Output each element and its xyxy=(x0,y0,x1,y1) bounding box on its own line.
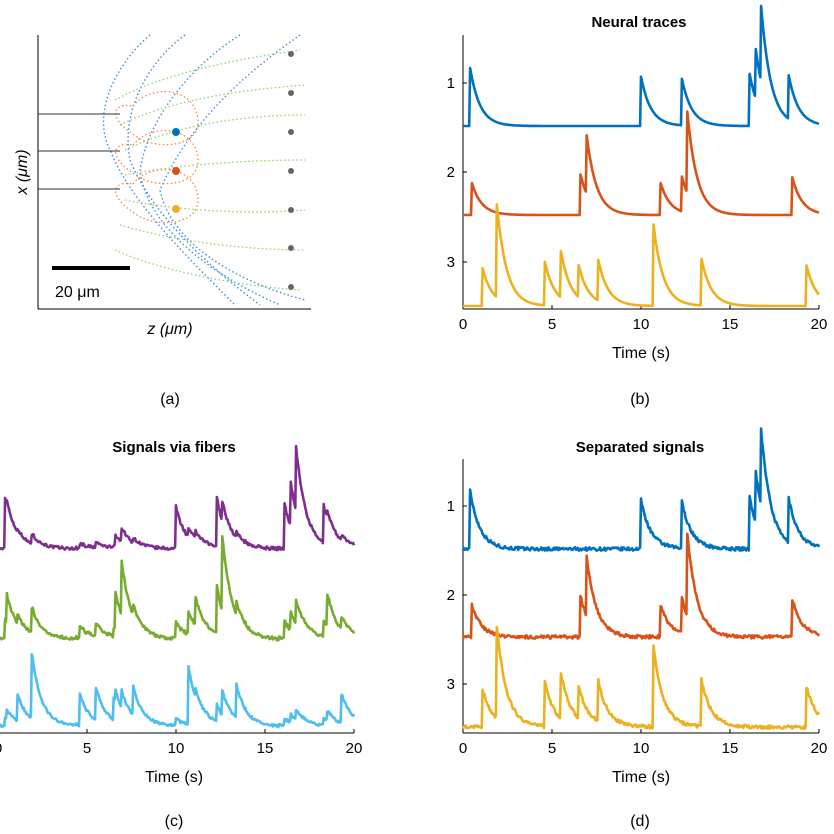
caption-d: (d) xyxy=(630,813,650,830)
panel-c-xtick-label-4: 15 xyxy=(257,740,274,757)
panel-b-xtick-label-5: 20 xyxy=(811,316,828,333)
scale-bar-label: 20 μm xyxy=(55,284,100,301)
gray-dot-6 xyxy=(288,245,294,251)
panel-a-fiber-drawing xyxy=(38,34,306,306)
fiber-outline-2 xyxy=(127,34,261,306)
panel-b-line-3 xyxy=(462,203,821,308)
panel-d-ytick-label-3: 3 xyxy=(447,676,455,693)
panel-d-ytick-label-1: 1 xyxy=(447,498,455,515)
panel-b-xtick-label-3: 10 xyxy=(633,316,650,333)
light-cone-2 xyxy=(119,84,306,126)
panel-d-xlabel: Time (s) xyxy=(612,769,670,786)
neuron-1-dot xyxy=(172,128,180,136)
gray-dot-2 xyxy=(288,90,294,96)
panel-c-ticks: 0 5 10 15 20 xyxy=(0,729,362,757)
panel-d-ytick-label-2: 2 xyxy=(447,587,455,604)
panel-d-xtick-label-4: 15 xyxy=(722,740,739,757)
gray-dot-5 xyxy=(288,207,294,213)
panel-a-xlabel: z (μm) xyxy=(146,321,192,338)
gray-dot-3 xyxy=(288,129,294,135)
panel-c-xtick-label-3: 10 xyxy=(168,740,185,757)
panel-b-line-1 xyxy=(462,4,820,128)
panel-b-ytick-label-3: 3 xyxy=(447,254,455,271)
panel-b-ytick-label-2: 2 xyxy=(447,164,455,181)
caption-a: (a) xyxy=(160,391,180,408)
gray-dot-7 xyxy=(288,284,294,290)
panel-c-series xyxy=(0,444,356,729)
neuron-3-dot xyxy=(172,205,180,213)
panel-a-schematic: 20 μm z (μm) x (μm) (a) xyxy=(14,34,311,408)
light-cone-4 xyxy=(124,159,306,176)
caption-b: (b) xyxy=(630,391,650,408)
gray-dot-1 xyxy=(288,51,294,57)
panel-b-series xyxy=(462,4,821,308)
panel-d-xtick-label-5: 20 xyxy=(811,740,828,757)
gray-dot-4 xyxy=(288,168,294,174)
panel-b-xtick-label-4: 15 xyxy=(722,316,739,333)
panel-d-line-1 xyxy=(461,427,821,552)
panel-b-xtick-label-2: 5 xyxy=(548,316,556,333)
light-cone-6 xyxy=(119,224,306,251)
panel-c-line-3 xyxy=(0,653,356,729)
panel-d-xtick-label-2: 5 xyxy=(548,740,556,757)
panel-b-xlabel: Time (s) xyxy=(612,345,670,362)
panel-d-xtick-label-1: 0 xyxy=(459,740,467,757)
panel-c-xtick-label-1: 0 xyxy=(0,740,2,757)
fiber-field-2 xyxy=(115,129,199,185)
fiber-outline-1 xyxy=(102,34,236,306)
panel-a-ylabel: x (μm) xyxy=(14,149,31,195)
panel-c-line-1 xyxy=(0,444,356,552)
panel-d-title: Separated signals xyxy=(576,439,704,456)
panel-b-ticks: 0 5 10 15 20 1 2 3 xyxy=(447,75,828,333)
panel-b-xtick-label-1: 0 xyxy=(459,316,467,333)
panel-d-separated-signals: Separated signals 0 5 10 15 20 1 2 3 Time (s) (… xyxy=(447,427,828,830)
panel-d-line-2 xyxy=(461,532,821,640)
panel-c-line-2 xyxy=(0,535,356,642)
panel-d-xtick-label-3: 10 xyxy=(633,740,650,757)
panel-b-title: Neural traces xyxy=(591,14,686,31)
panel-c-xtick-label-2: 5 xyxy=(83,740,91,757)
light-cone-1 xyxy=(114,49,301,101)
light-cone-7 xyxy=(114,249,301,291)
fiber-outline-4 xyxy=(159,34,306,301)
panel-c-title: Signals via fibers xyxy=(112,439,235,456)
panel-b-line-2 xyxy=(462,110,820,217)
light-cone-3 xyxy=(124,114,306,151)
panel-d-line-3 xyxy=(461,625,821,730)
light-cone-5 xyxy=(124,199,306,213)
panel-b-ytick-label-1: 1 xyxy=(447,75,455,92)
neuron-2-dot xyxy=(172,167,180,175)
fiber-outline-3 xyxy=(139,34,281,306)
caption-c: (c) xyxy=(165,813,184,830)
panel-c-fiber-signals: Signals via fibers 0 5 10 15 20 Time (s) (c) xyxy=(0,439,362,830)
panel-c-xlabel: Time (s) xyxy=(145,769,203,786)
panel-b-neural-traces: Neural traces 0 5 10 15 20 1 2 3 Time (s) (b) xyxy=(447,4,828,408)
panel-c-xtick-label-5: 20 xyxy=(346,740,363,757)
panel-d-series xyxy=(461,427,821,730)
panel-d-ticks: 0 5 10 15 20 1 2 3 xyxy=(447,498,828,757)
